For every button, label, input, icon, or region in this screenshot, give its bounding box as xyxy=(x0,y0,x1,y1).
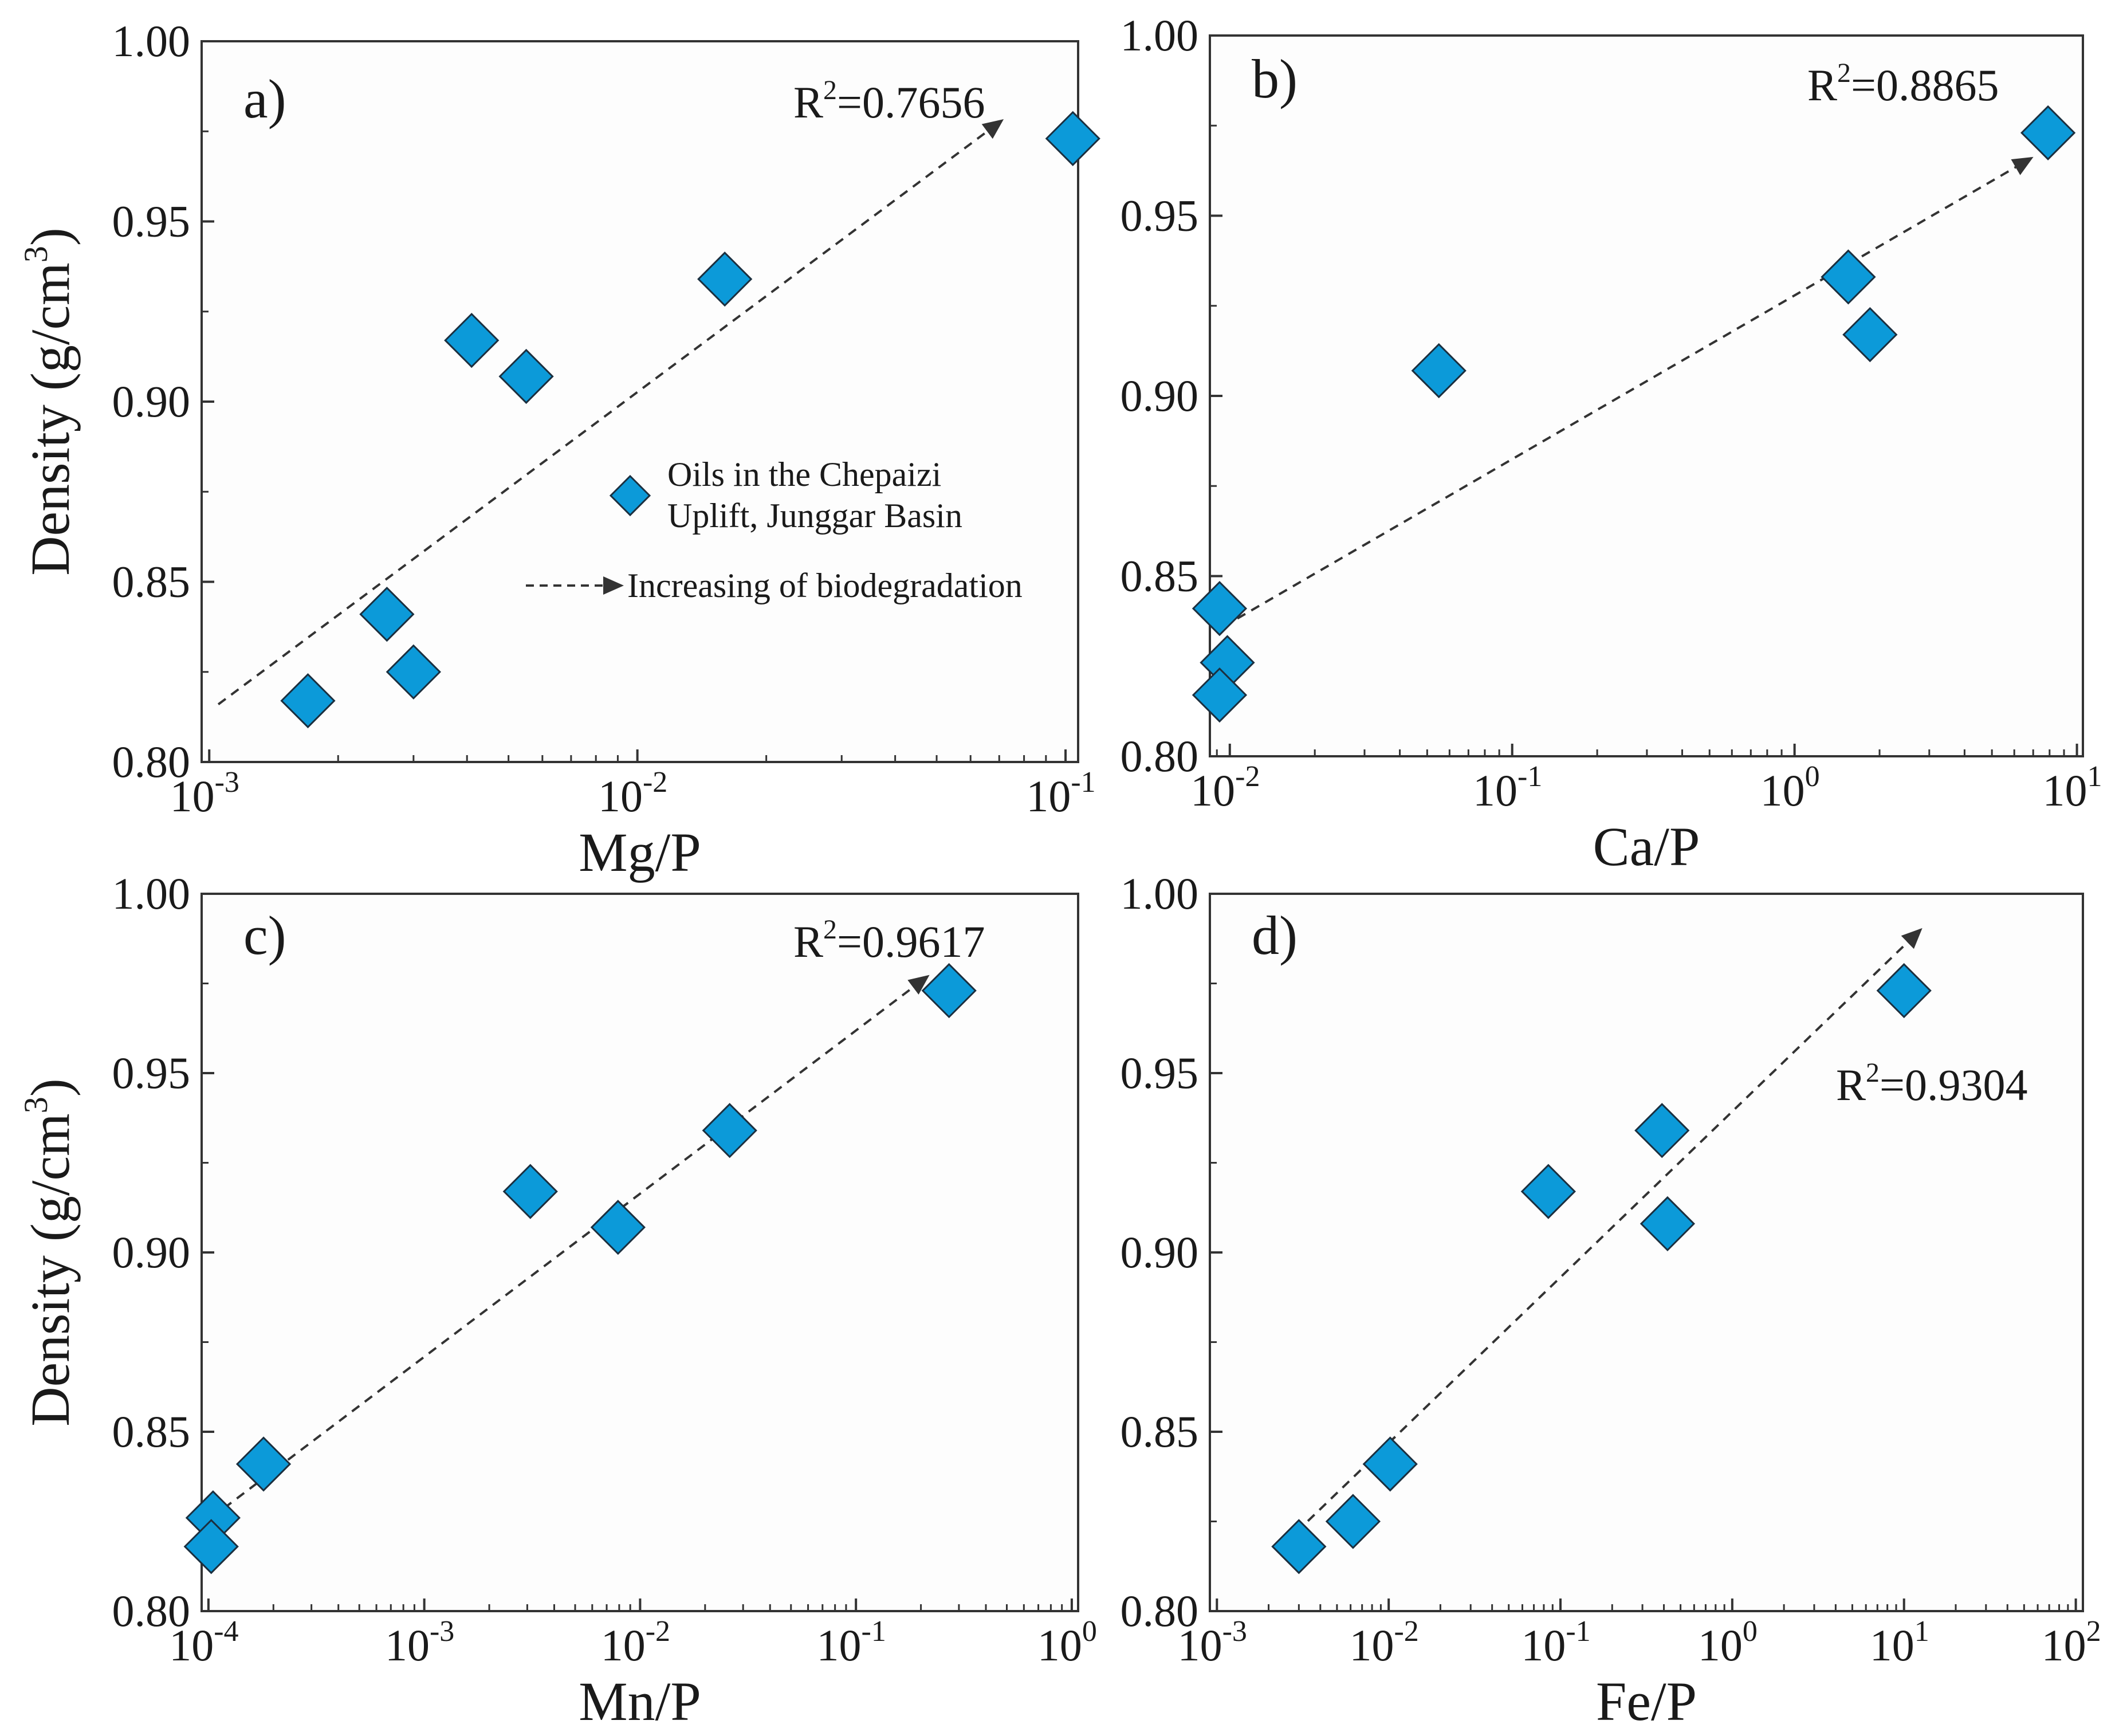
x-tick-label: 101 xyxy=(2043,760,2102,815)
x-tick-label: 10-3 xyxy=(385,1615,454,1670)
x-tick-label: 10-1 xyxy=(1473,760,1542,815)
data-point xyxy=(280,673,336,729)
y-tick-label: 0.80 xyxy=(112,737,191,787)
x-tick-label: 101 xyxy=(1870,1615,1929,1670)
legend-marker-label-line2: Uplift, Junggar Basin xyxy=(667,497,962,535)
data-point xyxy=(1362,1436,1418,1492)
plot-frame xyxy=(1209,34,2084,757)
x-axis-label: Mg/P xyxy=(579,822,701,883)
legend-trend-label: Increasing of biodegradation xyxy=(627,567,1023,604)
y-axis-label: Density (g/cm3) xyxy=(17,227,81,576)
trend-line xyxy=(210,975,930,1519)
panels-root: 0.80 0.85 0.90 0.95 1.00 10-3 10-2 10-1 Mg/P Dens… xyxy=(17,10,2102,1732)
y-tick-label: 0.80 xyxy=(1121,731,1199,781)
data-point xyxy=(921,963,977,1019)
r-squared-label: R2=0.9617 xyxy=(793,914,985,967)
x-axis-label: Ca/P xyxy=(1593,816,1700,877)
data-point xyxy=(1876,963,1932,1019)
x-axis-label: Fe/P xyxy=(1596,1671,1697,1732)
chart-panel-4: 0.80 0.85 0.90 0.95 1.00 10-3 10-2 10-1 100 101 10… xyxy=(1121,869,2101,1732)
y-axis-label: Density (g/cm3) xyxy=(17,1078,81,1427)
y-tick-label: 0.90 xyxy=(1121,1227,1199,1277)
x-tick-label: 10-1 xyxy=(1521,1615,1590,1670)
data-point xyxy=(1045,111,1100,166)
x-tick-label: 10-3 xyxy=(1178,1615,1247,1670)
plot-frame xyxy=(201,893,1079,1612)
r-squared-label: R2=0.7656 xyxy=(793,75,985,127)
data-point xyxy=(590,1200,646,1255)
data-point xyxy=(1325,1494,1381,1549)
panel-label: b) xyxy=(1252,48,1298,109)
panel-label: d) xyxy=(1252,905,1298,966)
data-point xyxy=(444,312,500,368)
y-tick-label: 0.95 xyxy=(112,1048,191,1098)
y-tick-label: 1.00 xyxy=(1121,869,1199,918)
chart-panel-1: 0.80 0.85 0.90 0.95 1.00 10-3 10-2 10-1 Mg/P Dens… xyxy=(17,16,1100,883)
y-tick-label: 0.85 xyxy=(1121,1407,1199,1456)
y-tick-label: 0.90 xyxy=(1121,371,1199,421)
data-point xyxy=(697,252,753,307)
x-tick-label: 100 xyxy=(1760,760,1820,815)
x-tick-label: 10-1 xyxy=(1026,766,1095,821)
x-tick-label: 100 xyxy=(1698,1615,1758,1670)
legend: Oils in the Chepaizi Uplift, Junggar Basi… xyxy=(526,455,1023,604)
trend-line xyxy=(217,119,1004,705)
chart-panel-2: 0.80 0.85 0.90 0.95 1.00 10-2 10-1 100 101 Ca/P b)… xyxy=(1121,10,2102,877)
y-tick-label: 0.95 xyxy=(1121,191,1199,241)
y-tick-label: 0.90 xyxy=(112,1227,191,1277)
data-point xyxy=(502,1164,558,1219)
panel-label: c) xyxy=(243,905,286,966)
chart-panel-3: 0.80 0.85 0.90 0.95 1.00 10-4 10-3 10-2 10-1 100 M… xyxy=(17,869,1097,1732)
x-tick-label: 10-2 xyxy=(598,766,667,821)
x-tick-label: 10-2 xyxy=(1349,1615,1418,1670)
data-point xyxy=(386,644,441,700)
r-squared-label: R2=0.9304 xyxy=(1836,1058,2028,1110)
data-point xyxy=(235,1436,292,1492)
y-tick-label: 0.85 xyxy=(1121,551,1199,601)
plot-frame xyxy=(201,40,1079,763)
x-tick-label: 102 xyxy=(2042,1615,2101,1670)
data-point xyxy=(1192,580,1248,637)
data-point xyxy=(498,348,554,404)
data-point xyxy=(1520,1164,1576,1219)
y-tick-label: 0.90 xyxy=(112,376,191,426)
data-point xyxy=(1640,1196,1696,1252)
y-tick-label: 0.95 xyxy=(112,197,191,246)
trend-line xyxy=(1295,928,1923,1533)
x-tick-label: 100 xyxy=(1037,1615,1097,1670)
y-tick-label: 0.85 xyxy=(112,557,191,607)
data-point xyxy=(1821,249,1876,305)
x-tick-label: 10-2 xyxy=(601,1615,670,1670)
data-point xyxy=(1634,1103,1690,1158)
data-point xyxy=(1411,343,1467,399)
x-tick-label: 10-4 xyxy=(169,1615,238,1670)
trend-line xyxy=(1222,156,2034,628)
data-point xyxy=(2020,105,2076,160)
y-tick-label: 0.95 xyxy=(1121,1048,1199,1098)
y-tick-label: 1.00 xyxy=(1121,10,1199,60)
legend-marker-label-line1: Oils in the Chepaizi xyxy=(667,455,941,493)
y-tick-label: 1.00 xyxy=(112,16,191,66)
data-point xyxy=(183,1519,239,1574)
data-point xyxy=(702,1103,757,1158)
data-point xyxy=(1192,667,1248,723)
x-tick-label: 10-1 xyxy=(817,1615,886,1670)
legend-marker xyxy=(609,474,651,517)
data-point xyxy=(359,586,415,642)
y-tick-label: 0.80 xyxy=(1121,1586,1199,1636)
x-axis-label: Mn/P xyxy=(579,1671,701,1732)
r-squared-label: R2=0.8865 xyxy=(1807,58,1999,110)
panel-label: a) xyxy=(243,68,286,129)
x-tick-label: 10-2 xyxy=(1190,760,1260,815)
plot-frame xyxy=(1209,893,2084,1612)
x-tick-label: 10-3 xyxy=(170,766,239,821)
data-point xyxy=(1271,1519,1327,1574)
y-tick-label: 0.80 xyxy=(112,1586,191,1636)
y-tick-label: 1.00 xyxy=(112,869,191,918)
y-tick-label: 0.85 xyxy=(112,1407,191,1456)
data-point xyxy=(1842,307,1898,363)
